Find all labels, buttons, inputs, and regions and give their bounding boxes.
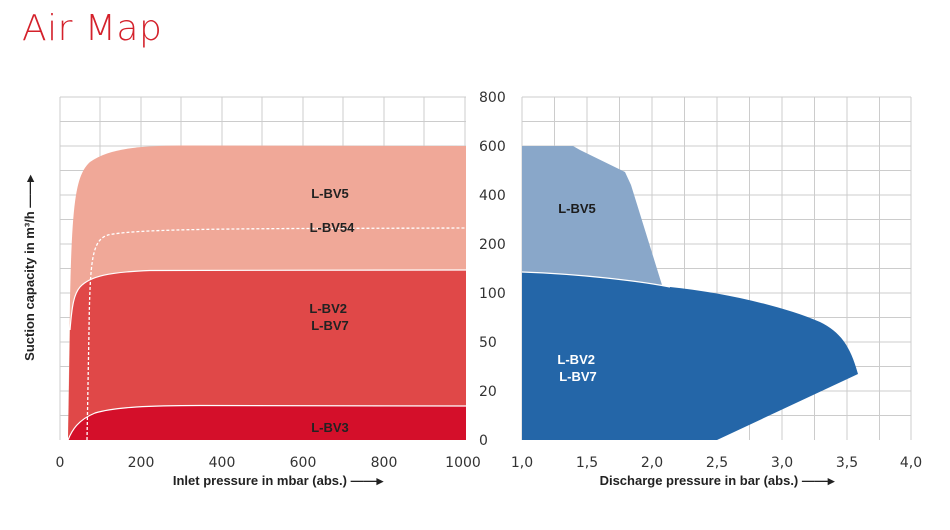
y-tick: 100 [479, 286, 506, 302]
boundary-right [521, 271, 671, 288]
x-tick: 1000 [445, 455, 481, 471]
label-right-l-bv2: L-BV2 [557, 352, 595, 367]
label-l-bv54: L-BV54 [310, 220, 356, 235]
x-tick: 2,0 [641, 455, 663, 471]
y-tick: 600 [479, 139, 506, 155]
y-tick: 800 [479, 90, 506, 106]
area-l-bv2-l-bv7 [68, 270, 466, 440]
x-tick: 4,0 [900, 455, 922, 471]
y-axis-label: Suction capacity in m³/h ——▸ [22, 174, 37, 361]
x-tick: 3,5 [836, 455, 858, 471]
y-tick: 20 [479, 384, 497, 400]
line-l-bv54 [86, 227, 467, 441]
y-tick: 0 [479, 433, 488, 449]
y-tick: 200 [479, 237, 506, 253]
x-tick: 800 [371, 455, 398, 471]
x-tick: 400 [209, 455, 236, 471]
x-tick: 2,5 [706, 455, 728, 471]
x-tick: 200 [128, 455, 155, 471]
boundary-l-bv3 [67, 404, 467, 441]
left-x-axis-label: Inlet pressure in mbar (abs.) ——▸ [173, 473, 385, 488]
label-right-l-bv2-l-bv7: L-BV2 L-BV7 [557, 352, 598, 384]
y-tick: 50 [479, 335, 497, 351]
y-tick: 400 [479, 188, 506, 204]
label-l-bv7: L-BV7 [311, 318, 349, 333]
area-l-bv3 [68, 405, 466, 440]
right-x-axis-label: Discharge pressure in bar (abs.) ——▸ [600, 473, 836, 488]
boundary-l-bv2 [69, 269, 467, 331]
x-tick: 1,0 [511, 455, 533, 471]
label-right-l-bv7: L-BV7 [559, 369, 597, 384]
label-l-bv2-l-bv7: L-BV2 L-BV7 [309, 301, 350, 333]
x-tick: 600 [290, 455, 317, 471]
right-x-axis: 1,0 1,5 2,0 2,5 3,0 3,5 4,0 [511, 455, 922, 471]
x-tick: 3,0 [771, 455, 793, 471]
center-y-axis: 800 600 400 200 100 50 20 0 [479, 90, 506, 449]
label-l-bv3: L-BV3 [311, 420, 349, 435]
label-right-l-bv5: L-BV5 [558, 201, 596, 216]
area-right-l-bv2-l-bv7 [522, 272, 858, 440]
area-right-l-bv5 [522, 146, 662, 285]
left-x-axis: 0 200 400 600 800 1000 [56, 455, 481, 471]
x-tick: 1,5 [576, 455, 598, 471]
x-tick: 0 [56, 455, 65, 471]
label-l-bv5: L-BV5 [311, 186, 349, 201]
page-title: Air Map [22, 8, 163, 49]
label-l-bv2: L-BV2 [309, 301, 347, 316]
